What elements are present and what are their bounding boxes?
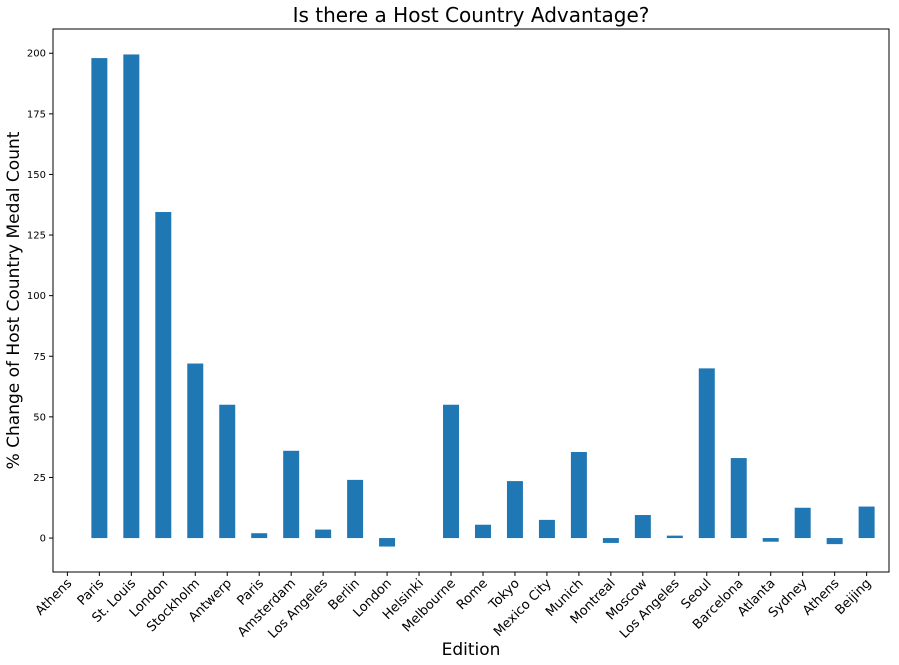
y-tick-label-8: 200 <box>27 49 46 60</box>
y-tick-label-4: 100 <box>27 291 46 302</box>
bar-12 <box>443 404 460 539</box>
bar-16 <box>570 452 587 539</box>
bar-18 <box>634 515 651 539</box>
y-tick-label-3: 75 <box>33 352 46 363</box>
bar-25 <box>858 506 875 539</box>
y-tick-label-1: 25 <box>33 473 46 484</box>
bar-17 <box>602 538 619 543</box>
x-tick-label-0: Athens <box>33 576 76 619</box>
bar-15 <box>538 519 555 539</box>
y-tick-label-5: 125 <box>27 231 46 242</box>
bar-22 <box>762 538 779 542</box>
x-tick-label-13: Rome <box>454 576 491 613</box>
y-tick-label-0: 0 <box>40 534 46 545</box>
x-axis-label: Edition <box>442 640 501 660</box>
y-axis-label: % Change of Host Country Medal Count <box>4 131 24 469</box>
bar-10 <box>379 538 396 547</box>
bar-2 <box>123 54 140 539</box>
bar-6 <box>251 533 268 539</box>
bar-20 <box>698 368 715 539</box>
bar-5 <box>219 404 236 539</box>
bar-14 <box>506 481 523 539</box>
bars-group <box>91 54 875 547</box>
y-tick-label-2: 50 <box>33 412 46 423</box>
bar-7 <box>283 450 300 539</box>
y-tick-label-6: 150 <box>27 170 46 181</box>
y-tick-label-7: 175 <box>27 109 46 120</box>
bar-24 <box>826 538 843 545</box>
bar-9 <box>347 479 364 539</box>
bar-23 <box>794 507 811 539</box>
bar-4 <box>187 363 204 539</box>
bar-8 <box>315 529 332 539</box>
x-tick-label-25: Beijing <box>833 576 875 618</box>
plot-frame <box>52 28 890 573</box>
bar-19 <box>666 535 683 539</box>
y-axis: 0 25 50 75 100 125 150 175 200 <box>27 49 53 545</box>
bar-13 <box>474 524 491 539</box>
bar-3 <box>155 212 172 539</box>
bar-21 <box>730 458 747 539</box>
bar-1 <box>91 58 108 539</box>
chart-title: Is there a Host Country Advantage? <box>293 3 650 27</box>
